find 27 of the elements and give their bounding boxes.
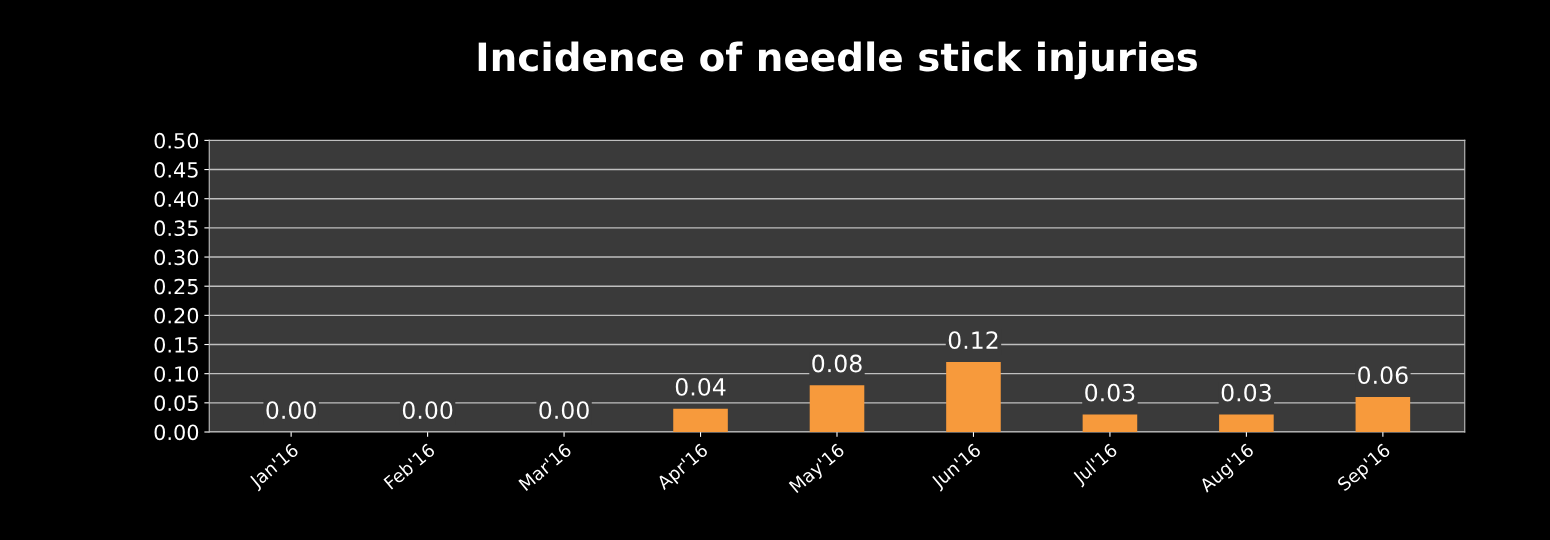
y-tick-label: 0.20 [154, 307, 199, 324]
data-label: 0.00 [539, 401, 589, 420]
bar [946, 362, 1001, 432]
data-label: 0.03 [1085, 383, 1135, 402]
y-tick-label: 0.35 [154, 220, 198, 237]
bar [1219, 414, 1274, 432]
data-label: 0.08 [812, 354, 862, 373]
bar [1082, 414, 1138, 432]
y-tick-label: 0.30 [154, 249, 199, 266]
bar [1355, 397, 1411, 432]
bar [809, 385, 865, 432]
data-label: 0.06 [1358, 366, 1408, 385]
bar [673, 408, 728, 432]
data-label: 0.00 [266, 401, 316, 420]
y-tick-label: 0.10 [154, 366, 199, 382]
y-tick-label: 0.15 [154, 336, 198, 353]
y-tick-label: 0.00 [154, 424, 199, 441]
data-label: 0.12 [948, 331, 998, 350]
y-tick-label: 0.40 [154, 191, 199, 207]
chart-title: Incidence of needle stick injuries [478, 41, 1197, 80]
y-tick-label: 0.25 [154, 278, 198, 295]
data-label: 0.00 [402, 401, 453, 420]
y-tick-label: 0.05 [154, 395, 198, 412]
y-tick-label: 0.50 [154, 132, 199, 149]
y-tick-label: 0.45 [154, 162, 198, 178]
data-label: 0.03 [1221, 383, 1271, 402]
data-label: 0.04 [675, 377, 726, 396]
